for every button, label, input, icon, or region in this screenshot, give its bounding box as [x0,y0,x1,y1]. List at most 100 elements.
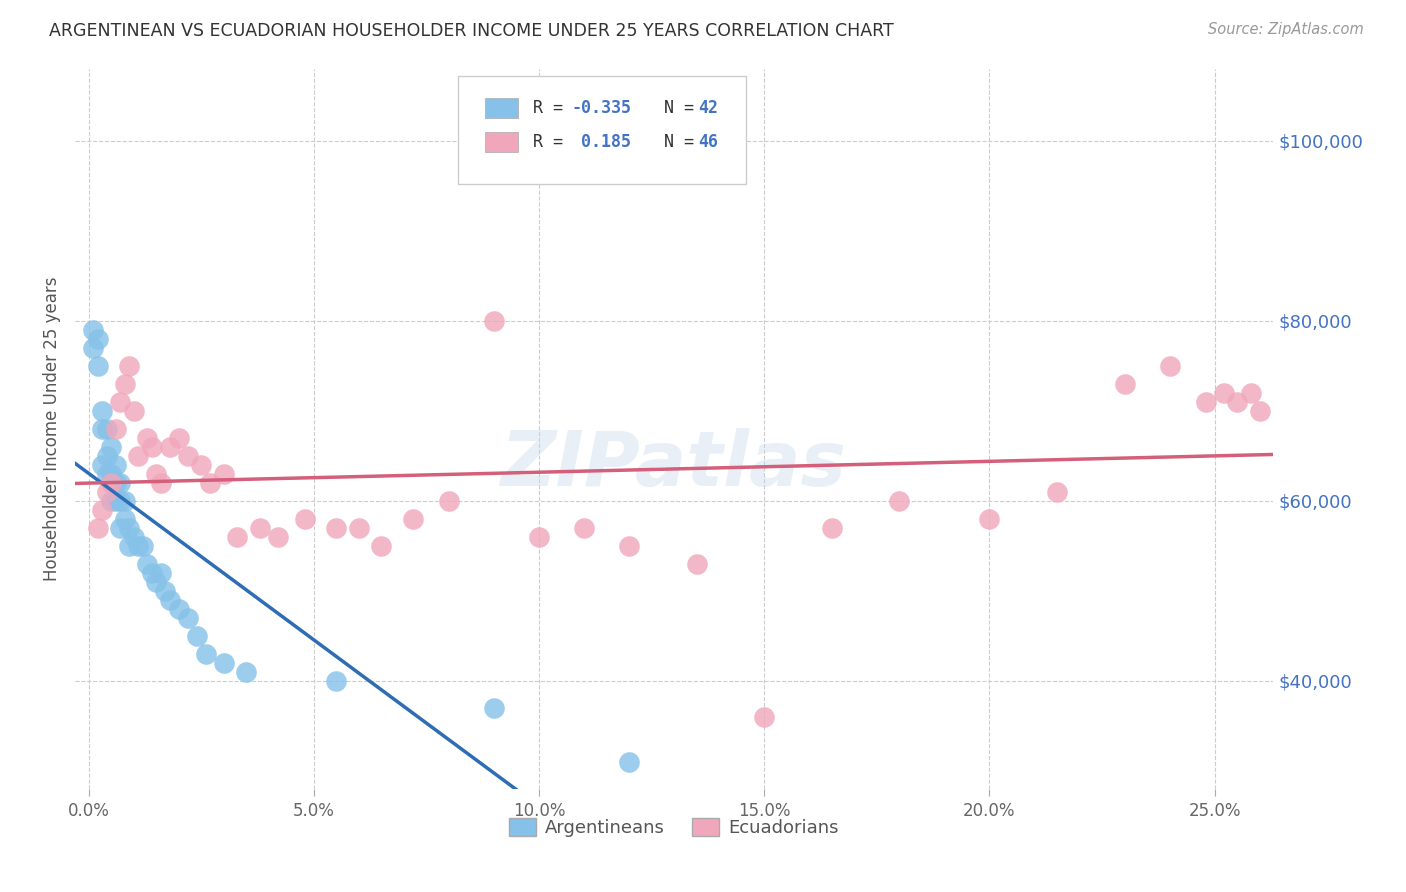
Point [754,709,776,723]
Point [141,566,163,580]
Point [212,467,235,481]
Point [1194,394,1216,409]
Point [104,421,127,435]
Point [159,440,181,454]
Point [141,440,163,454]
Point [167,601,190,615]
Point [136,557,159,571]
Point [149,566,172,580]
Point [194,647,217,661]
Point [1114,376,1136,391]
Text: 42: 42 [697,99,718,117]
Point [482,313,505,327]
Point [167,431,190,445]
Point [91,403,114,417]
Point [159,592,181,607]
Legend: Argentineans, Ecuadorians: Argentineans, Ecuadorians [502,811,846,845]
Point [685,557,707,571]
Point [347,520,370,534]
Text: 0.185: 0.185 [571,133,631,151]
Point [149,475,172,490]
Point [86,332,108,346]
Point [108,394,131,409]
Text: 46: 46 [697,133,718,151]
Point [145,467,167,481]
Point [86,359,108,373]
Point [104,475,127,490]
Y-axis label: Householder Income Under 25 years: Householder Income Under 25 years [44,277,60,581]
Point [527,529,550,543]
Point [96,467,118,481]
Point [100,475,122,490]
Point [104,493,127,508]
Point [186,628,208,642]
Point [226,529,249,543]
Point [979,511,1001,525]
Point [249,520,271,534]
Point [889,493,911,508]
Point [114,493,136,508]
FancyBboxPatch shape [485,98,519,119]
Text: N =: N = [644,133,704,151]
Point [86,520,108,534]
Point [108,493,131,508]
Point [437,493,460,508]
Point [118,520,141,534]
Point [127,539,149,553]
Point [1249,403,1271,417]
Point [108,520,131,534]
Point [153,583,176,598]
Point [122,529,145,543]
Text: -0.335: -0.335 [571,99,631,117]
Point [572,520,595,534]
Point [127,449,149,463]
Point [294,511,316,525]
Point [136,431,159,445]
Point [122,403,145,417]
Point [190,458,212,472]
Point [617,755,640,769]
FancyBboxPatch shape [458,76,747,184]
Point [145,574,167,589]
Point [82,341,104,355]
Point [114,376,136,391]
Point [1212,385,1234,400]
Point [821,520,844,534]
Point [100,475,122,490]
Text: R =: R = [533,133,582,151]
Point [131,539,153,553]
Point [100,493,122,508]
Text: ARGENTINEAN VS ECUADORIAN HOUSEHOLDER INCOME UNDER 25 YEARS CORRELATION CHART: ARGENTINEAN VS ECUADORIAN HOUSEHOLDER IN… [49,22,894,40]
Point [1046,484,1069,499]
Point [96,484,118,499]
Point [482,700,505,714]
Point [91,458,114,472]
Text: N =: N = [644,99,704,117]
Point [91,502,114,516]
Point [118,539,141,553]
Point [114,511,136,525]
Point [1159,359,1181,373]
Point [100,467,122,481]
Text: R =: R = [533,99,572,117]
Point [104,458,127,472]
Point [370,539,392,553]
Point [1226,394,1249,409]
Point [617,539,640,553]
Point [108,475,131,490]
Point [212,656,235,670]
Text: ZIPatlas: ZIPatlas [501,427,846,501]
Point [82,322,104,336]
Point [96,449,118,463]
Point [402,511,425,525]
Text: Source: ZipAtlas.com: Source: ZipAtlas.com [1208,22,1364,37]
Point [176,610,198,624]
Point [325,673,347,688]
Point [91,421,114,435]
Point [325,520,347,534]
Point [176,449,198,463]
FancyBboxPatch shape [485,132,519,152]
Point [100,440,122,454]
Point [235,665,257,679]
Point [96,421,118,435]
